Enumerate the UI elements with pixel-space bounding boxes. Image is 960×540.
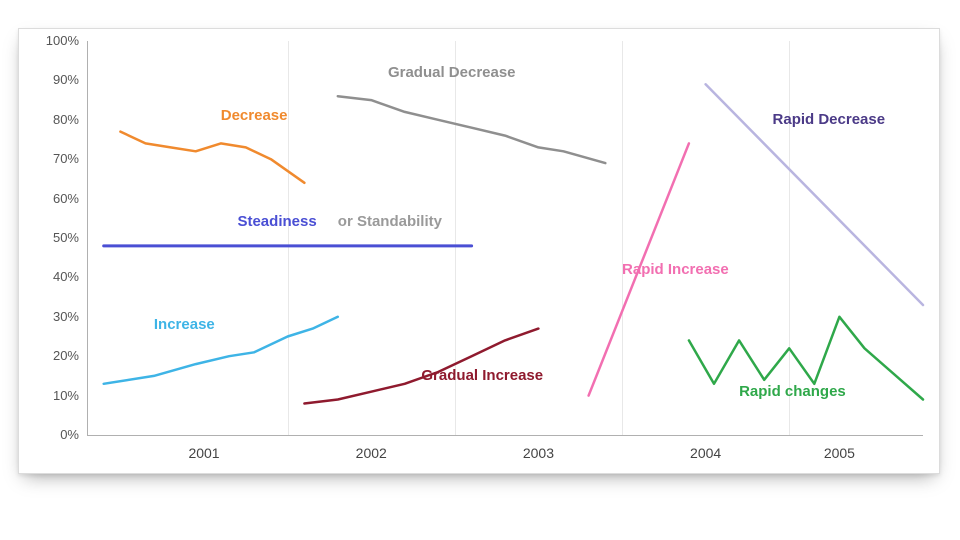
chart-card: 0% 10% 20% 30% 40% 50% 60% 70% 80% 90% 100% Decrea…	[18, 28, 940, 474]
series-label-rapid_increase: Rapid Increase	[622, 261, 729, 278]
y-tick-label: 70%	[33, 151, 79, 166]
series-label-gradual_increase: Gradual Increase	[421, 367, 543, 384]
series-label-steadiness: Steadiness	[237, 213, 316, 230]
y-tick-label: 20%	[33, 348, 79, 363]
y-tick-label: 100%	[33, 33, 79, 48]
y-tick-label: 10%	[33, 388, 79, 403]
x-tick-label: 2005	[824, 445, 855, 461]
series-sublabel-steadiness: or Standability	[338, 213, 442, 230]
y-tick-label: 40%	[33, 269, 79, 284]
series-label-increase: Increase	[154, 316, 215, 333]
x-axis-line	[87, 435, 923, 436]
x-tick-label: 2004	[690, 445, 721, 461]
y-tick-label: 50%	[33, 230, 79, 245]
x-tick-label: 2002	[356, 445, 387, 461]
series-label-rapid_decrease: Rapid Decrease	[773, 111, 886, 128]
y-tick-label: 0%	[33, 427, 79, 442]
series-line-gradual_decrease	[338, 96, 606, 163]
y-tick-label: 90%	[33, 72, 79, 87]
y-tick-label: 60%	[33, 191, 79, 206]
y-tick-label: 80%	[33, 112, 79, 127]
series-line-increase	[104, 317, 338, 384]
x-tick-label: 2001	[188, 445, 219, 461]
y-tick-label: 30%	[33, 309, 79, 324]
series-label-gradual_decrease: Gradual Decrease	[388, 64, 516, 81]
series-line-decrease	[120, 132, 304, 183]
plot-area: 0%10%20%30%40%50%60%70%80%90%100% Decrea…	[87, 41, 923, 435]
series-label-rapid_changes: Rapid changes	[739, 383, 846, 400]
series-label-decrease: Decrease	[221, 107, 288, 124]
x-tick-label: 2003	[523, 445, 554, 461]
